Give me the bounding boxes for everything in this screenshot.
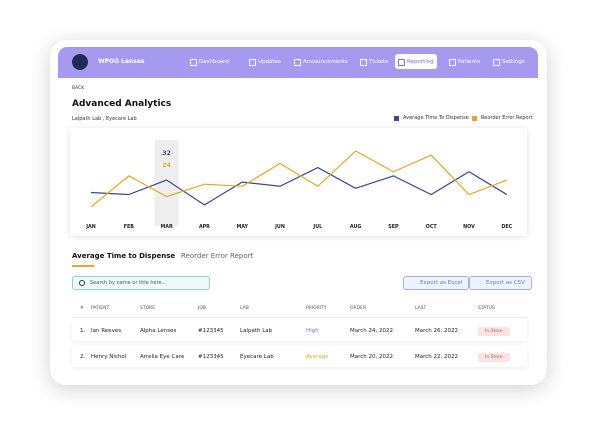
- nav-icon: [294, 59, 301, 66]
- column-header: ORDER: [350, 306, 367, 311]
- x-tick-label: FEB: [124, 224, 135, 230]
- nav-item[interactable]: Announcements: [303, 59, 348, 65]
- nav-item[interactable]: Dashboard: [199, 59, 229, 65]
- table-cell: 1.: [80, 328, 86, 334]
- table-cell: Ian Reeves: [91, 328, 122, 334]
- chart-card: JAN FEB MAR APR MAY JUN JUL AUG SEP OCT NOV DEC 32 24: [70, 128, 527, 236]
- table-cell: Henry Nichol: [91, 354, 127, 360]
- column-header: PRIORITY: [306, 306, 327, 311]
- nav-item[interactable]: Settings: [502, 59, 525, 65]
- tooltip-value: 24: [162, 162, 170, 169]
- table-cell: March 20, 2022: [350, 354, 394, 360]
- tab[interactable]: Reorder Error Report: [181, 252, 254, 260]
- column-header: JOB: [198, 306, 206, 311]
- column-header: STATUS: [478, 306, 495, 311]
- table-cell: #123345: [198, 354, 224, 360]
- nav-item[interactable]: Tickets: [369, 59, 389, 65]
- legend-swatch: [394, 116, 399, 121]
- x-tick-label: JAN: [85, 224, 96, 230]
- back-link[interactable]: BACK: [72, 86, 85, 91]
- nav-icon: [360, 59, 367, 66]
- table: # PATIENT STORE JOB LAB PRIORITY ORDER LAST STAT…: [58, 47, 538, 380]
- status-badge: In Store: [478, 353, 510, 362]
- table-cell: Average: [306, 354, 329, 360]
- x-tick-label: APR: [199, 224, 210, 230]
- brand: WPOG Lenses: [98, 58, 145, 65]
- nav-icon: [249, 59, 256, 66]
- subtitle: Lalpath Lab , Eyecare Lab: [72, 116, 137, 122]
- tab-underline: [72, 265, 94, 267]
- line-series: [90, 166, 508, 206]
- x-tick-label: NOV: [463, 224, 475, 230]
- table-cell: Lalpath Lab: [240, 328, 273, 334]
- table-cell: Eyecare Lab: [240, 354, 274, 360]
- table-cell: High: [306, 328, 319, 334]
- table-cell: Alpha Lenses: [140, 328, 177, 334]
- x-tick-label: OCT: [426, 224, 438, 230]
- table-row[interactable]: [72, 345, 527, 367]
- column-header: LAST: [415, 306, 427, 311]
- table-cell: #123345: [198, 328, 224, 334]
- legend-label: Average Time To Dispense: [403, 115, 469, 121]
- x-tick-label: MAY: [236, 224, 248, 230]
- nav-icon: [493, 59, 500, 66]
- x-tick-label: AUG: [350, 224, 361, 230]
- export-button[interactable]: Export as CSV: [469, 276, 532, 290]
- active-pill: [395, 54, 437, 69]
- legend-swatch: [472, 116, 477, 121]
- nav-icon: [449, 59, 456, 66]
- table-cell: 2.: [80, 354, 86, 360]
- column-header: PATIENT: [91, 306, 110, 311]
- table-cell: March 22, 2022: [415, 354, 459, 360]
- table-cell: March 24, 2022: [350, 328, 394, 334]
- x-tick-label: MAR: [161, 224, 173, 230]
- x-tick-label: JUN: [274, 224, 285, 230]
- nav-bar: WPOG Lenses Dashboard Updates Announcement…: [58, 47, 538, 78]
- logo: [72, 54, 88, 70]
- status-badge: In Store: [478, 327, 510, 336]
- header-divider: [72, 317, 527, 318]
- chart: JAN FEB MAR APR MAY JUN JUL AUG SEP OCT NOV DEC 32 24: [85, 140, 513, 230]
- table-cell: March 26, 2022: [415, 328, 459, 334]
- export-button[interactable]: Export as Excel: [403, 276, 470, 290]
- x-tick-label: DEC: [501, 224, 512, 230]
- search-box[interactable]: Search by name or title here...: [72, 276, 210, 290]
- x-tick-label: SEP: [388, 224, 399, 230]
- table-row[interactable]: [72, 319, 527, 341]
- x-tick-label: JUL: [312, 224, 322, 230]
- nav-item[interactable]: Updates: [258, 59, 281, 65]
- nav-item[interactable]: Reporting: [407, 59, 434, 65]
- tooltip-value: 32: [162, 150, 170, 157]
- legend-label: Reorder Error Report: [481, 115, 533, 121]
- line-series: [90, 150, 508, 208]
- page-title: Advanced Analytics: [72, 99, 172, 109]
- table-cell: Arrelia Eye Care: [140, 354, 185, 360]
- nav-icon: [398, 59, 405, 66]
- column-header: LAB: [240, 306, 249, 311]
- search-icon: [79, 280, 85, 286]
- nav-item[interactable]: Patients: [458, 59, 481, 65]
- legend: Average Time To Dispense Reorder Error Re…: [394, 115, 534, 125]
- screen: WPOG Lenses Dashboard Updates Announcement…: [58, 47, 538, 380]
- column-header: STORE: [140, 306, 156, 311]
- search-placeholder: Search by name or title here...: [90, 280, 167, 286]
- tab[interactable]: Average Time to Dispense: [72, 252, 176, 260]
- column-header: #: [80, 306, 84, 311]
- nav-icon: [190, 59, 197, 66]
